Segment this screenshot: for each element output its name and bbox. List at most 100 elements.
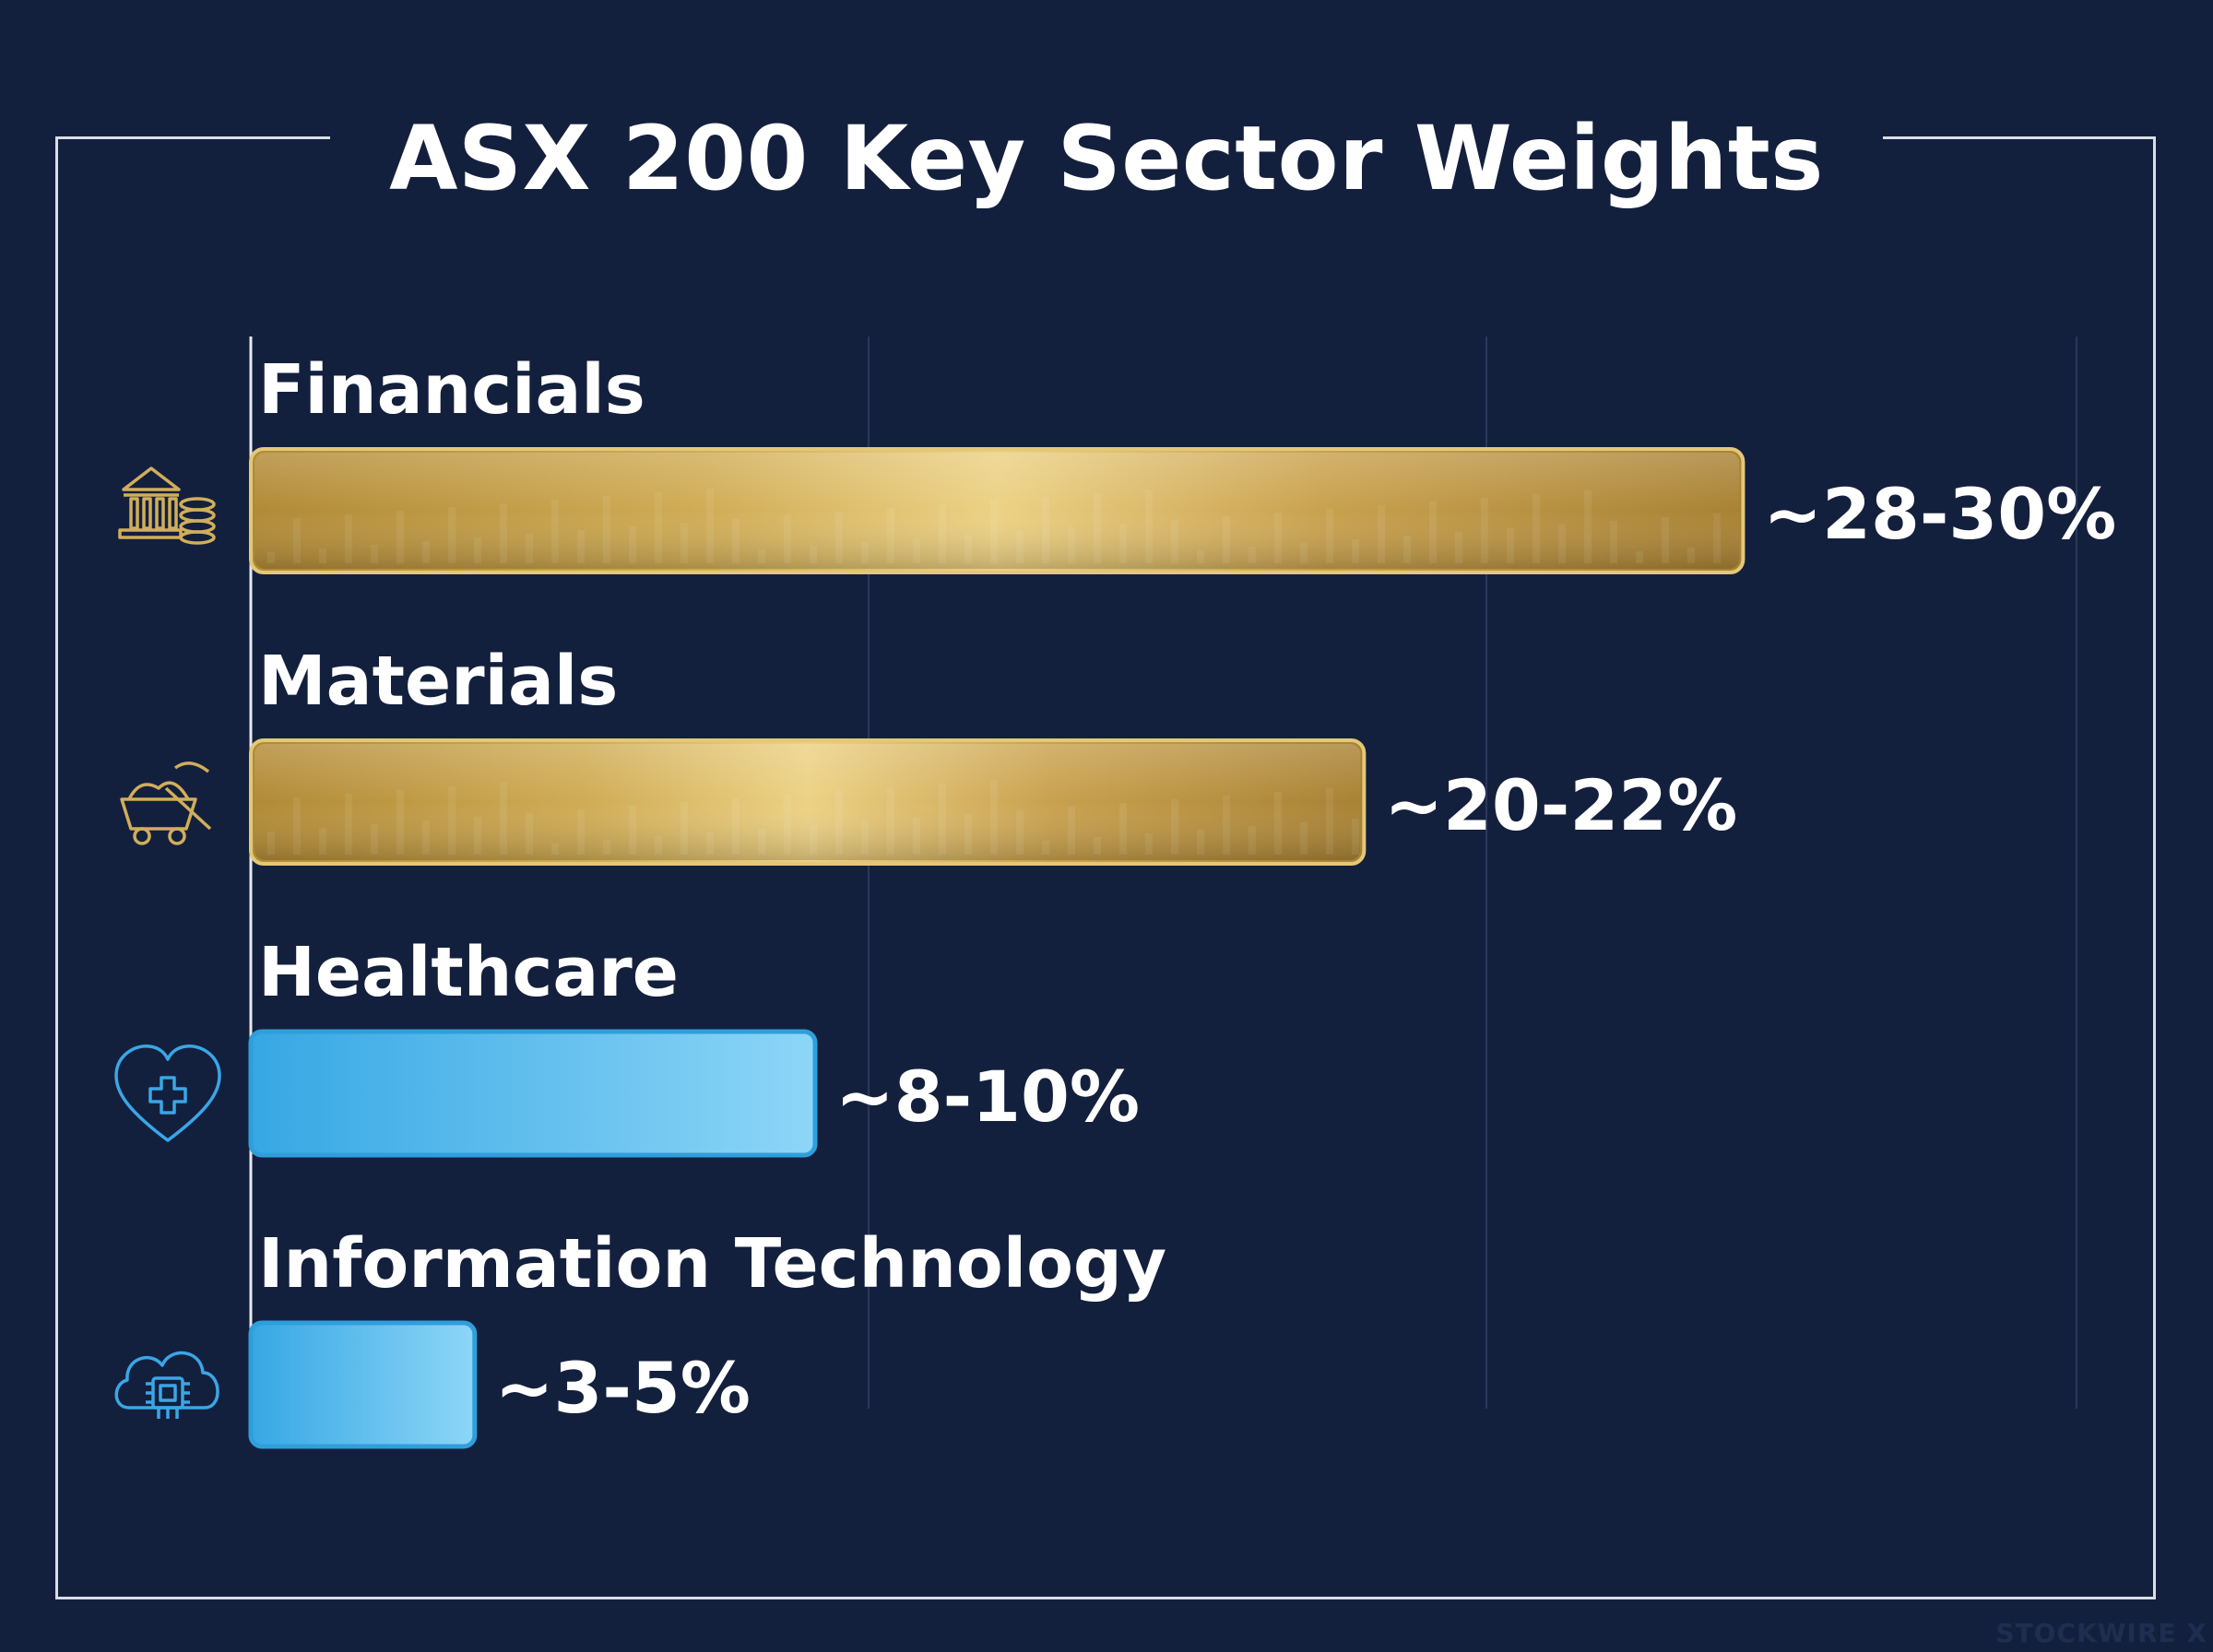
bar-texture-tick <box>267 832 275 855</box>
bar-texture-tick <box>835 512 843 563</box>
bar-texture-tick <box>939 504 946 563</box>
bar-texture-tick <box>861 542 869 563</box>
bar-texture-tick <box>319 828 326 855</box>
bar-texture-tick <box>396 790 404 855</box>
bar-texture-tick <box>1171 520 1178 563</box>
value-label: ~20-22% <box>1384 764 1737 846</box>
bar-texture-tick <box>1197 550 1204 563</box>
chip-core <box>159 1384 177 1402</box>
bank-column <box>168 497 178 530</box>
watermark-logo: STOCKWIRE X <box>1995 1618 2207 1648</box>
bar-texture-tick <box>861 821 869 855</box>
bar-texture-tick <box>1584 490 1592 563</box>
bar-texture-tick <box>990 780 998 855</box>
bar-texture-tick <box>1378 505 1385 563</box>
labels-layer: Financials ~28-30% Materials ~20-22% Healthc… <box>258 350 2116 1429</box>
category-label: Materials <box>258 642 618 721</box>
chart-title: ASX 200 Key Sector Weights <box>389 107 1824 210</box>
bar-texture-tick <box>577 809 585 855</box>
bar-texture-tick <box>1068 527 1075 563</box>
bar-texture-tick <box>964 814 972 855</box>
bar-texture-tick <box>1068 807 1075 855</box>
bank-column <box>129 497 139 530</box>
bar-texture-tick <box>293 797 301 855</box>
bar <box>248 1029 818 1158</box>
bar-texture-tick <box>680 523 688 563</box>
bar-shading <box>254 744 1361 860</box>
bar-texture-tick <box>1610 521 1617 563</box>
cart-body <box>120 797 197 831</box>
bar-group <box>248 1029 818 1158</box>
medical-cross <box>148 1076 187 1115</box>
bar-texture-tick <box>448 786 456 855</box>
bar-texture-tick <box>1042 497 1049 563</box>
bar-texture-tick <box>913 538 920 563</box>
frame-top-left-segment <box>55 136 330 139</box>
bar-texture-tick <box>371 824 378 855</box>
chip-body <box>151 1376 184 1410</box>
bar-texture-tick <box>706 832 714 855</box>
bar-texture-tick <box>1223 516 1230 563</box>
value-label: ~3-5% <box>495 1347 751 1429</box>
bar-texture-tick <box>1558 525 1566 563</box>
bar-texture-tick <box>810 546 817 563</box>
bar-texture-tick <box>784 795 791 855</box>
bar-texture-tick <box>474 537 481 563</box>
bar-texture-tick <box>1481 498 1488 563</box>
bar-texture-tick <box>1145 490 1153 563</box>
category-label: Healthcare <box>258 933 679 1012</box>
bar-group <box>249 738 1367 866</box>
bar-texture-tick <box>319 549 326 563</box>
bar-texture-tick <box>913 818 920 855</box>
bar-texture-tick <box>345 794 352 855</box>
cart-wheel <box>168 827 186 845</box>
bar-texture-tick <box>1455 532 1462 563</box>
bar-texture-tick <box>526 813 533 855</box>
bar-texture-tick <box>1507 528 1514 563</box>
bar-texture-tick <box>267 552 275 563</box>
bar-texture-tick <box>474 817 481 855</box>
bar-texture-tick <box>784 515 791 563</box>
chart-frame <box>55 138 2156 1599</box>
bars-layer <box>248 447 1746 1449</box>
frame-top-right-segment <box>1883 136 2156 139</box>
bar-texture-tick <box>1171 799 1178 855</box>
bar-texture-tick <box>1249 547 1256 563</box>
pickaxe-head <box>173 761 210 773</box>
bar-texture-tick <box>1326 788 1333 855</box>
bar-texture-tick <box>1249 826 1256 855</box>
bar-texture-tick <box>680 802 688 855</box>
category-label: Financials <box>258 350 645 430</box>
bar-texture-tick <box>1016 810 1024 855</box>
bar-texture-tick <box>1223 796 1230 855</box>
bar-texture-tick <box>371 545 378 563</box>
bank-coins-icon <box>118 466 216 545</box>
bar-texture-tick <box>448 507 456 563</box>
bar-texture-tick <box>1300 543 1308 563</box>
bar-texture-tick <box>500 503 507 563</box>
bar-texture-tick <box>964 535 972 563</box>
bar-group <box>249 447 1746 574</box>
bar <box>248 1320 478 1449</box>
bar-texture-tick <box>345 514 352 563</box>
bar-texture-tick <box>758 549 765 563</box>
category-label: Information Technology <box>258 1224 1166 1304</box>
bank-roof <box>122 466 181 491</box>
bar-texture-tick <box>1197 830 1204 855</box>
bar-texture-tick <box>887 787 894 855</box>
bar-texture-tick <box>810 825 817 855</box>
bar-texture-tick <box>1713 513 1721 563</box>
cart-wheel <box>133 827 151 845</box>
bar-texture-tick <box>1403 536 1411 563</box>
bar-texture-tick <box>396 511 404 563</box>
bar-texture-tick <box>835 791 843 855</box>
value-label: ~28-30% <box>1763 473 2116 555</box>
bar-texture-tick <box>422 541 430 563</box>
bar-texture-tick <box>655 492 662 563</box>
bar-texture-tick <box>706 489 714 563</box>
bar-texture-tick <box>293 518 301 563</box>
bar-texture-tick <box>1352 819 1359 855</box>
bank-column <box>142 497 152 530</box>
bar-texture-tick <box>603 496 610 563</box>
